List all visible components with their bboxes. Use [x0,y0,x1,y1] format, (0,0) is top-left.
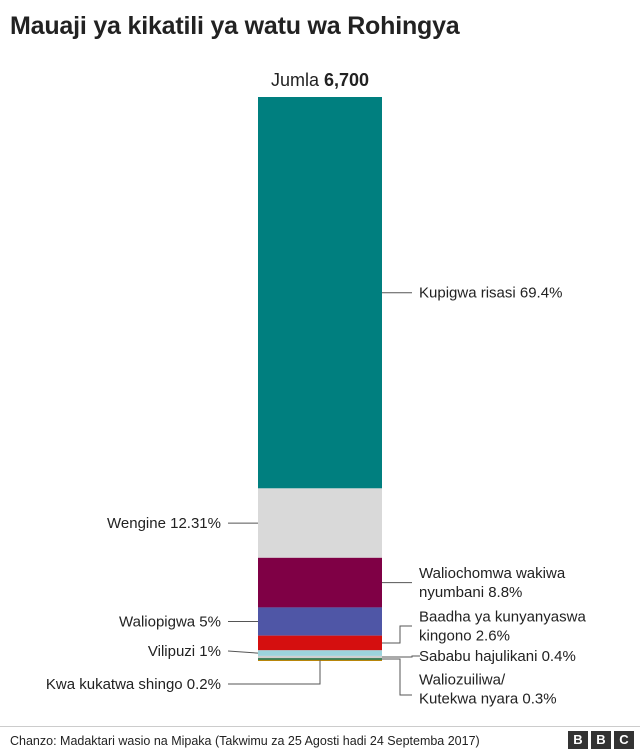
segment-label-6: Vilipuzi 1% [148,643,221,660]
segment-label-7: Sababu hajulikani 0.4% [419,648,576,665]
segment-label-8-line-1: Waliozuiliwa/ [419,672,506,689]
logo-letter-b2: B [591,731,611,749]
segment-label-3-line-2: nyumbani 8.8% [419,584,522,601]
total-label-text: Jumla [271,70,324,90]
leader-line-5 [382,625,412,644]
bar-segment-1 [258,97,382,489]
segment-label-7-line-1: Sababu hajulikani 0.4% [419,648,576,665]
leader-line-9 [228,660,321,685]
leader-line-6 [227,650,259,654]
segment-label-6-line-1: Vilipuzi 1% [148,643,221,660]
bbc-logo: B B C [568,731,634,749]
segment-label-5: Baadha ya kunyanyaswa kingono 2.6% [419,609,586,645]
bar-segment-4 [258,607,382,636]
bar-segment-3 [258,557,382,608]
segment-label-3-line-1: Waliochomwa wakiwa [419,565,566,582]
segment-label-1-line-1: Kupigwa risasi 69.4% [419,285,562,302]
chart-title: Mauaji ya kikatili ya watu wa Rohingya [10,12,460,40]
bar-segment-7 [258,655,382,659]
footer-divider [0,726,640,727]
bar-segment-5 [258,635,382,651]
bar-segment-8 [258,658,382,660]
segment-label-8: Waliozuiliwa/Kutekwa nyara 0.3% [419,672,557,708]
bar-segment-6 [258,650,382,656]
segment-label-5-line-1: Baadha ya kunyanyaswa [419,609,586,626]
total-value: 6,700 [324,70,369,90]
segment-label-2-line-1: Wengine 12.31% [107,515,221,532]
segment-label-2: Wengine 12.31% [107,515,221,532]
logo-letter-b1: B [568,731,588,749]
segment-label-5-line-2: kingono 2.6% [419,628,510,645]
logo-letter-c: C [614,731,634,749]
segment-label-1: Kupigwa risasi 69.4% [419,285,562,302]
stacked-bar-chart: Jumla 6,700 Kupigwa risasi 69.4% Wengine 1… [46,70,587,708]
leader-line-7 [382,655,420,658]
leader-line-8 [382,658,412,696]
bar-segment-2 [258,488,382,558]
segment-label-8-line-2: Kutekwa nyara 0.3% [419,691,557,708]
source-note: Chanzo: Madaktari wasio na Mipaka (Takwi… [10,734,480,748]
segment-label-4: Waliopigwa 5% [119,614,221,631]
segment-label-4-line-1: Waliopigwa 5% [119,614,221,631]
segment-label-9-line-1: Kwa kukatwa shingo 0.2% [46,676,221,693]
segment-label-9: Kwa kukatwa shingo 0.2% [46,676,221,693]
total-label: Jumla 6,700 [271,70,369,90]
segment-label-3: Waliochomwa wakiwa nyumbani 8.8% [419,565,566,601]
